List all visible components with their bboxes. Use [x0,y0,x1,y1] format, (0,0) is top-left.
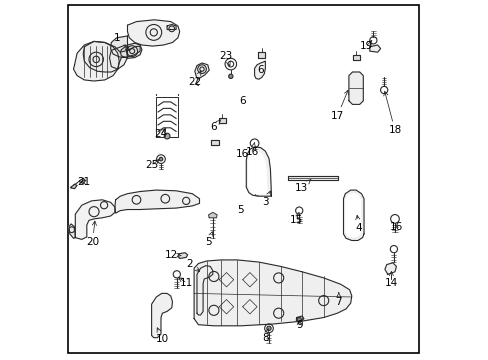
Polygon shape [197,266,212,315]
Polygon shape [248,151,266,194]
Polygon shape [194,63,209,79]
Text: 14: 14 [384,271,397,288]
Text: 9: 9 [295,320,302,330]
Polygon shape [109,45,127,69]
Text: 5: 5 [236,204,243,215]
Polygon shape [254,61,265,79]
Text: 5: 5 [205,232,212,247]
Text: 6: 6 [239,96,245,106]
Polygon shape [348,72,363,104]
Polygon shape [346,194,360,237]
Text: 22: 22 [188,71,201,87]
Text: 24: 24 [154,129,167,139]
Circle shape [164,133,170,139]
Polygon shape [246,147,271,196]
Polygon shape [127,20,179,46]
Polygon shape [83,41,140,72]
Polygon shape [208,212,217,218]
Text: 13: 13 [294,179,310,193]
Text: 6: 6 [210,120,221,132]
Polygon shape [352,55,360,60]
Text: 3: 3 [262,191,270,207]
Circle shape [228,74,232,78]
Text: 15: 15 [289,212,303,225]
Text: 7: 7 [335,292,342,307]
Polygon shape [250,170,259,175]
Text: 4: 4 [355,215,362,233]
Polygon shape [80,178,85,184]
Text: 17: 17 [330,90,347,121]
Polygon shape [258,52,265,58]
Text: 16: 16 [245,143,259,157]
Polygon shape [369,45,380,52]
Text: 20: 20 [86,221,99,247]
Text: 18: 18 [383,91,401,135]
Text: 11: 11 [178,278,192,288]
Text: 8: 8 [262,329,268,343]
Polygon shape [343,190,363,240]
Text: 2: 2 [186,258,199,271]
Polygon shape [296,316,303,321]
Polygon shape [71,184,77,189]
Polygon shape [211,140,218,145]
Text: 12: 12 [165,250,181,260]
Text: 6: 6 [257,65,264,75]
Circle shape [266,326,270,330]
Text: 16: 16 [236,149,249,159]
Polygon shape [151,293,172,338]
Text: 1: 1 [113,33,129,51]
Polygon shape [110,36,127,58]
Polygon shape [287,176,337,180]
Polygon shape [115,190,199,213]
Text: 25: 25 [145,160,159,170]
Text: 23: 23 [219,51,232,66]
Polygon shape [384,263,396,274]
Text: 21: 21 [78,177,91,187]
Polygon shape [194,260,351,326]
Polygon shape [73,41,119,81]
Text: 10: 10 [156,328,169,344]
Text: 16: 16 [389,222,402,232]
Polygon shape [75,200,115,239]
Polygon shape [69,224,75,238]
Text: 19: 19 [359,40,372,51]
Circle shape [159,157,163,161]
Polygon shape [120,43,142,58]
Polygon shape [167,24,176,30]
Polygon shape [218,118,225,123]
Polygon shape [178,253,187,258]
Circle shape [296,318,301,322]
